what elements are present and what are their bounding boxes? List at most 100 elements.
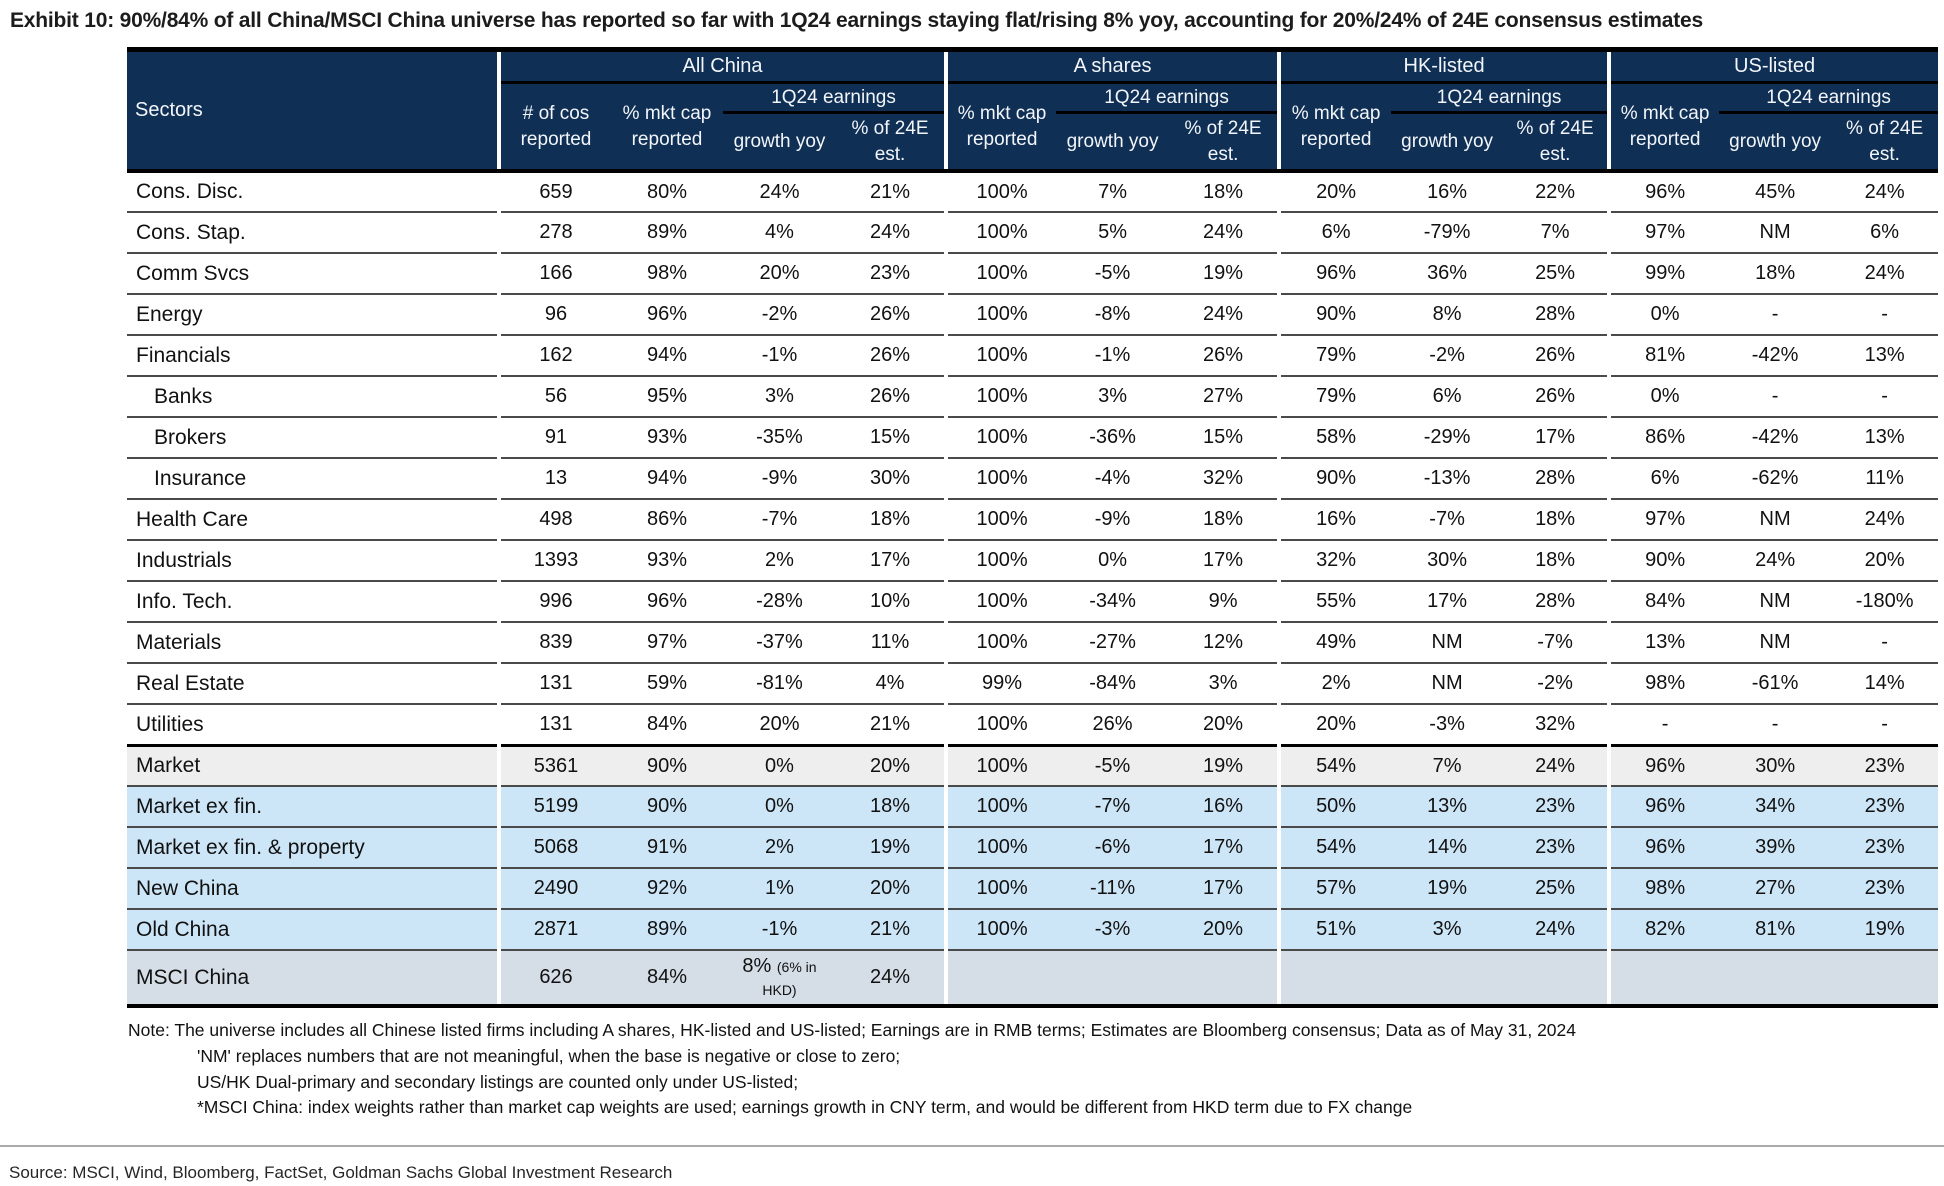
- value-cell: 996: [501, 581, 611, 624]
- value-cell: -7%: [1503, 622, 1608, 665]
- value-cell: 28%: [1503, 581, 1608, 624]
- value-cell: -3%: [1056, 909, 1170, 952]
- group-divider: [497, 622, 501, 664]
- value-cell: -: [1719, 294, 1832, 337]
- group-divider: [944, 827, 949, 869]
- value-cell: 58%: [1281, 417, 1392, 460]
- value-cell: 24%: [1503, 909, 1608, 952]
- group-divider: [497, 417, 501, 459]
- table-row: Brokers 91 93% -35% 15% 100% -36% 15% 58% -29% 17%…: [127, 417, 1939, 460]
- value-cell: 56: [501, 376, 611, 419]
- value-cell: 84%: [611, 704, 723, 747]
- value-cell: NM: [1391, 622, 1504, 665]
- group-divider: [497, 581, 501, 623]
- value-cell: 32%: [1169, 458, 1278, 501]
- group-divider: [944, 171, 949, 213]
- group-divider: [1277, 868, 1282, 910]
- value-cell: 24%: [836, 950, 945, 1007]
- value-cell: -7%: [723, 499, 836, 542]
- value-note: (6% in HKD): [762, 958, 817, 998]
- value-cell: 839: [501, 622, 611, 665]
- col-header-est: % of 24E est.: [1169, 112, 1278, 172]
- value-cell: 3%: [723, 376, 836, 419]
- value-cell: 4%: [723, 212, 836, 255]
- col-header-growth: growth yoy: [723, 112, 836, 172]
- sector-label: Banks: [127, 376, 497, 419]
- value-cell: -28%: [723, 581, 836, 624]
- group-divider: [944, 909, 949, 951]
- value-cell: -7%: [1056, 786, 1170, 829]
- value-cell: 18%: [836, 499, 945, 542]
- sector-label: Energy: [127, 294, 497, 337]
- value-cell: 19%: [1169, 253, 1278, 296]
- group-divider: [944, 704, 949, 746]
- table-row: Cons. Stap. 278 89% 4% 24% 100% 5% 24% 6% -79% 7% 9…: [127, 212, 1939, 255]
- col-header-growth: growth yoy: [1391, 112, 1504, 172]
- value-cell: -37%: [723, 622, 836, 665]
- value-cell: 24%: [836, 212, 945, 255]
- group-divider: [497, 663, 501, 705]
- table-row: MSCI China 626 84% 8% (6% in HKD) 24%: [127, 950, 1939, 1007]
- value-cell: 20%: [723, 253, 836, 296]
- group-divider: [944, 786, 949, 828]
- value-cell: 18%: [1719, 253, 1832, 296]
- group-divider: [1277, 745, 1282, 787]
- group-divider: [1277, 253, 1282, 295]
- sector-label: Old China: [127, 909, 497, 952]
- value-cell: 12%: [1169, 622, 1278, 665]
- value-cell: NM: [1719, 581, 1832, 624]
- value-cell: -79%: [1391, 212, 1504, 255]
- value-cell: -7%: [1391, 499, 1504, 542]
- value-cell: 100%: [948, 294, 1057, 337]
- group-divider: [944, 253, 949, 295]
- group-divider: [497, 745, 501, 787]
- sector-label: MSCI China: [127, 950, 497, 1007]
- table-row: Market ex fin. 5199 90% 0% 18% 100% -7% 16% 50% 1…: [127, 786, 1939, 829]
- value-cell: 51%: [1281, 909, 1392, 952]
- sector-label: Real Estate: [127, 663, 497, 706]
- value-cell: 17%: [836, 540, 945, 583]
- table-row: Info. Tech. 996 96% -28% 10% 100% -34% 9% 55% 17%…: [127, 581, 1939, 624]
- group-divider: [944, 663, 949, 705]
- group-divider: [497, 253, 501, 295]
- value-cell: 90%: [1281, 458, 1392, 501]
- group-divider: [1277, 827, 1282, 869]
- sector-label: Health Care: [127, 499, 497, 542]
- sector-label: Financials: [127, 335, 497, 378]
- value-cell: 24%: [723, 171, 836, 214]
- value-cell: 21%: [836, 909, 945, 952]
- group-divider: [944, 745, 949, 787]
- value-cell: 21%: [836, 704, 945, 747]
- value-cell: 89%: [611, 909, 723, 952]
- group-divider: [1277, 950, 1282, 1007]
- value-cell: 97%: [1611, 212, 1720, 255]
- value-cell: 2%: [1281, 663, 1392, 706]
- value-cell: -13%: [1391, 458, 1504, 501]
- value-cell: 100%: [948, 253, 1057, 296]
- col-header-growth: growth yoy: [1056, 112, 1170, 172]
- group-divider: [1277, 786, 1282, 828]
- group-divider: [497, 499, 501, 541]
- value-cell: 26%: [1503, 335, 1608, 378]
- value-cell: 3%: [1056, 376, 1170, 419]
- group-divider: [1607, 212, 1612, 254]
- value-cell: -1%: [723, 335, 836, 378]
- table-row: Old China 2871 89% -1% 21% 100% -3% 20% 51% 3% 24%…: [127, 909, 1939, 952]
- value-cell: 30%: [1719, 743, 1832, 788]
- value-cell: 94%: [611, 458, 723, 501]
- value-cell: 2490: [501, 868, 611, 911]
- value-cell: 30%: [836, 458, 945, 501]
- value-cell: [1503, 950, 1608, 1007]
- value-cell: 14%: [1831, 663, 1939, 706]
- table-row: Real Estate 131 59% -81% 4% 99% -84% 3% 2% NM -2% 9…: [127, 663, 1939, 706]
- col-header-mktcap: % mkt cap reported: [1281, 82, 1392, 172]
- group-divider: [1607, 827, 1612, 869]
- value-cell: -: [1831, 622, 1939, 665]
- value-cell: 99%: [948, 663, 1057, 706]
- value-cell: 16%: [1281, 499, 1392, 542]
- value-cell: -61%: [1719, 663, 1832, 706]
- value-cell: 11%: [1831, 458, 1939, 501]
- value-cell: 100%: [948, 622, 1057, 665]
- group-divider: [497, 294, 501, 336]
- value-cell: 3%: [1391, 909, 1504, 952]
